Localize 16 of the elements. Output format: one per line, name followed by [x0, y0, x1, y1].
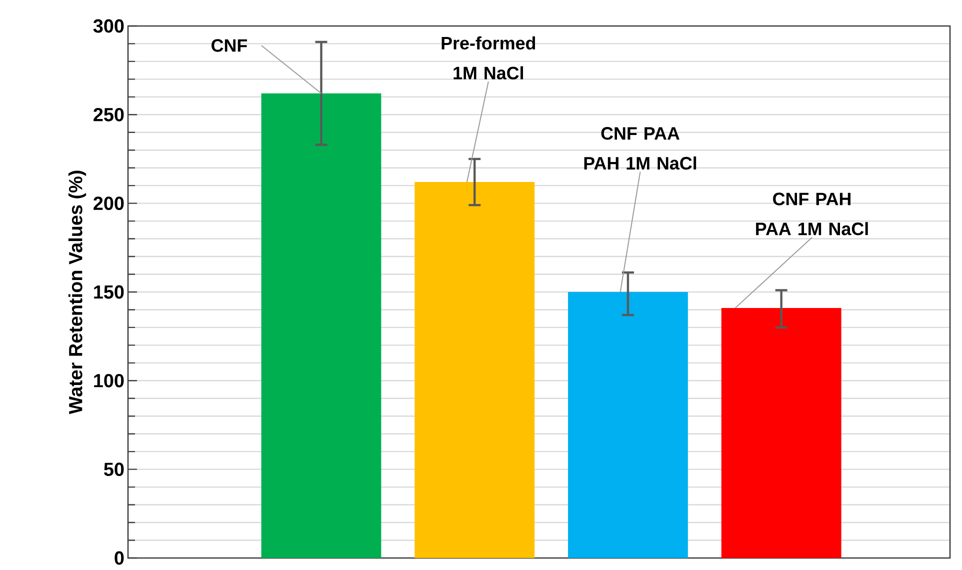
y-tick-label: 0 — [114, 551, 124, 565]
bar — [721, 308, 842, 558]
bar — [261, 93, 382, 558]
y-tick-label: 100 — [94, 374, 124, 388]
annotation: Pre-formed 1M NaCl — [442, 36, 536, 80]
annotation: CNF — [212, 39, 247, 52]
bar — [568, 292, 688, 558]
y-tick-label: 250 — [94, 108, 124, 122]
bar — [414, 182, 535, 558]
annotation: CNF PAH PAA 1M NaCl — [756, 192, 868, 236]
y-tick-label: 200 — [94, 196, 124, 210]
y-tick-label: 150 — [94, 285, 124, 299]
y-tick-label: 50 — [104, 462, 124, 476]
y-tick-label: 300 — [93, 19, 124, 33]
y-axis-title: Water Retention Values (%) — [68, 170, 86, 414]
annotation: CNF PAA PAH 1M NaCl — [584, 127, 696, 170]
